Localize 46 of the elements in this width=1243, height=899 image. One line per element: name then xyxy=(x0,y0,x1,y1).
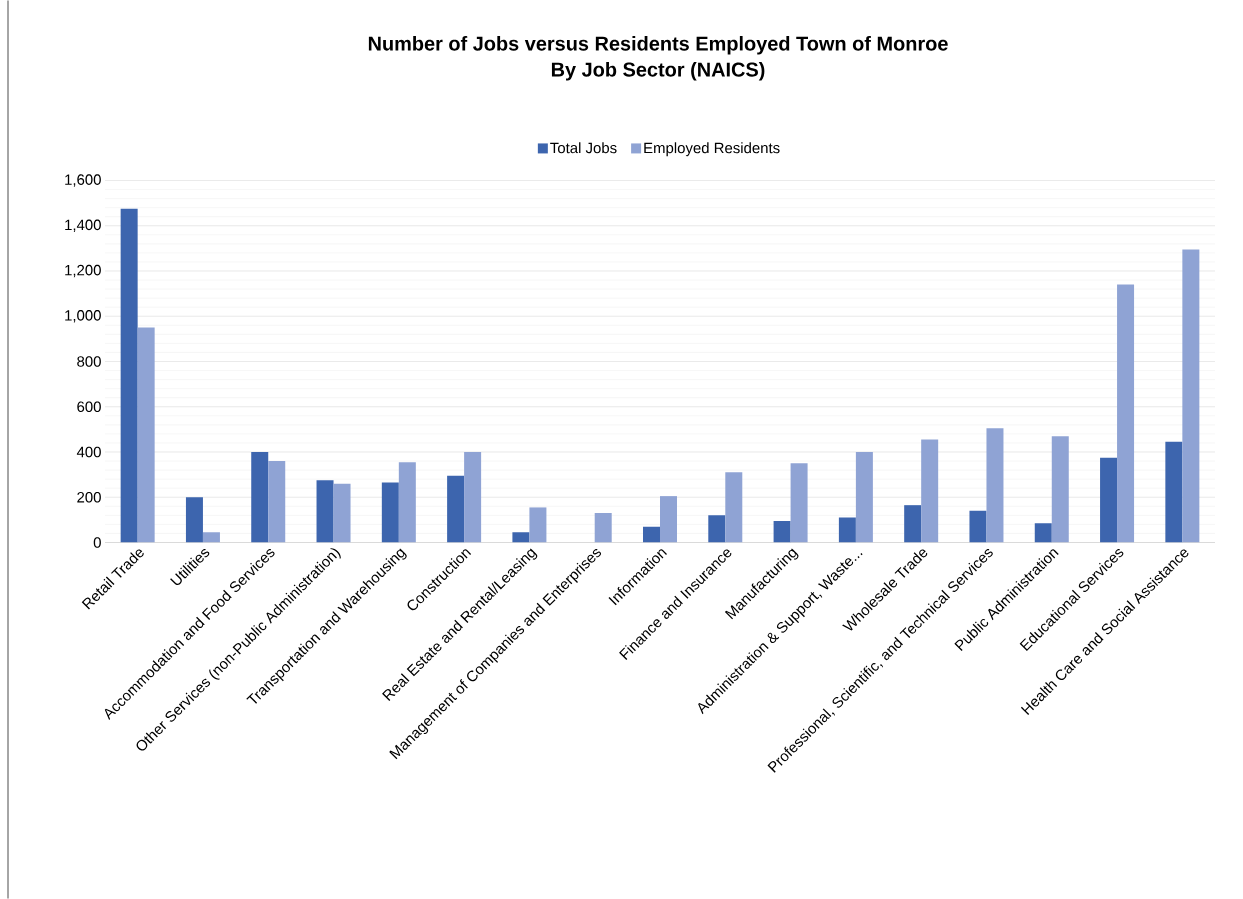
bar xyxy=(381,482,399,543)
bar xyxy=(643,526,660,543)
chart-title: Number of Jobs versus Residents Employed Town of Monroe xyxy=(368,36,948,55)
bar xyxy=(986,428,1004,543)
legend-label: Total Jobs xyxy=(550,142,617,154)
bar xyxy=(512,532,530,543)
bar xyxy=(316,480,334,543)
bar xyxy=(1182,249,1200,543)
bar xyxy=(594,513,612,543)
bar xyxy=(838,517,856,543)
bar xyxy=(855,452,873,543)
bar xyxy=(251,452,269,543)
bar xyxy=(268,461,286,543)
bar xyxy=(660,496,677,543)
y-tick-label: 0 xyxy=(93,537,101,548)
y-tick-label: 1,600 xyxy=(65,174,101,187)
bar xyxy=(921,439,939,543)
bar xyxy=(137,327,155,543)
y-tick-label: 1,200 xyxy=(65,264,101,278)
bar xyxy=(790,463,808,543)
bar xyxy=(529,507,547,543)
y-tick-label: 200 xyxy=(77,491,101,503)
bar xyxy=(447,475,465,543)
y-tick-label: 800 xyxy=(77,356,101,367)
legend-label: Employed Residents xyxy=(644,142,780,157)
bar xyxy=(904,505,922,543)
bar xyxy=(464,452,482,543)
y-tick-label: 400 xyxy=(76,446,101,458)
y-tick-label: 600 xyxy=(77,401,101,413)
bar xyxy=(773,521,791,543)
bar xyxy=(969,510,987,543)
bar xyxy=(1100,457,1118,543)
bar xyxy=(708,515,726,543)
bar xyxy=(185,497,203,543)
bar xyxy=(333,483,351,543)
bar xyxy=(1165,441,1183,543)
bar xyxy=(398,462,416,543)
y-tick-label: 1,000 xyxy=(65,310,101,323)
bar xyxy=(1034,523,1052,543)
bar xyxy=(202,532,220,543)
chart-subtitle: By Job Sector (NAICS) xyxy=(551,62,765,81)
bar xyxy=(725,472,743,543)
bar xyxy=(1051,436,1069,543)
y-tick-label: 1,400 xyxy=(65,219,101,232)
bar xyxy=(1117,284,1135,543)
bar xyxy=(120,208,138,543)
